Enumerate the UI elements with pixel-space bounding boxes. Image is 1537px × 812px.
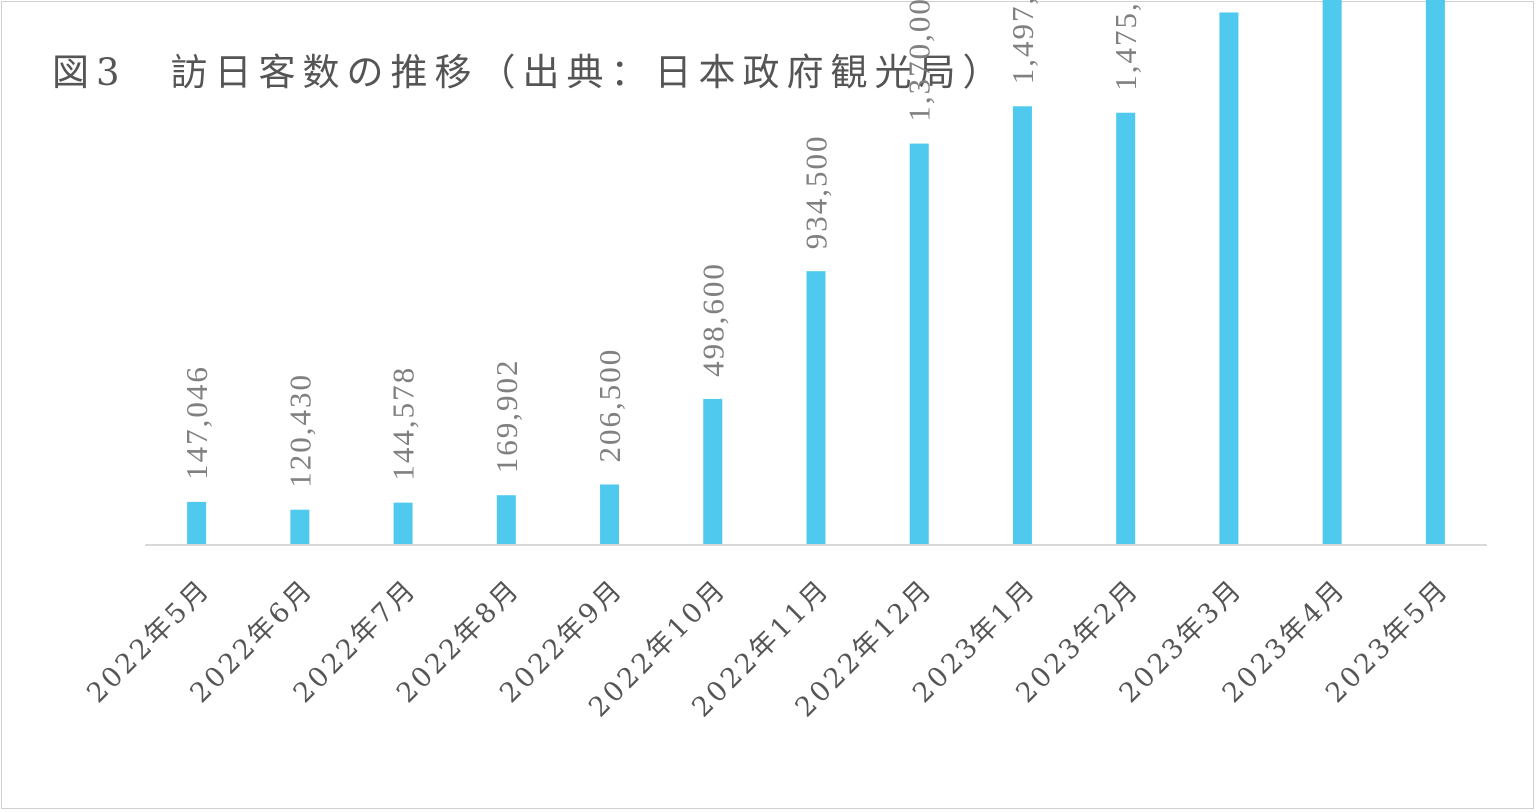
data-labels: 147,046 120,430 144,578 169,902 206,500 498,6…	[179, 0, 1143, 488]
data-label-6: 934,500	[799, 134, 834, 249]
bar-6	[806, 271, 826, 545]
bar-5	[703, 398, 723, 545]
data-label-9: 1,475,300	[1108, 0, 1143, 91]
data-label-0: 147,046	[179, 365, 214, 480]
data-label-7: 1,370,000	[902, 0, 937, 122]
data-label-5: 498,600	[695, 262, 730, 377]
bar-3	[496, 495, 516, 545]
data-label-1: 120,430	[282, 373, 317, 488]
data-label-2: 144,578	[386, 366, 421, 481]
bar-9	[1116, 112, 1136, 546]
bar-1	[290, 509, 310, 545]
bar-4	[600, 484, 620, 545]
bar-8	[1012, 106, 1032, 545]
category-labels: 2022年5月2022年6月2022年7月2022年8月2022年9月2022年…	[81, 573, 1455, 723]
bar-2	[393, 502, 413, 545]
data-label-4: 206,500	[592, 348, 627, 463]
bar-12	[1425, 0, 1445, 545]
data-label-3: 169,902	[489, 358, 524, 473]
bar-10	[1219, 12, 1239, 546]
bar-0	[187, 501, 207, 545]
data-label-8: 1,497,300	[1005, 0, 1040, 84]
bar-7	[909, 143, 929, 545]
bar-series	[187, 0, 1445, 546]
bar-11	[1322, 0, 1342, 546]
chart-title: 図3 訪日客数の推移（出典：日本政府観光局）	[52, 51, 1007, 94]
